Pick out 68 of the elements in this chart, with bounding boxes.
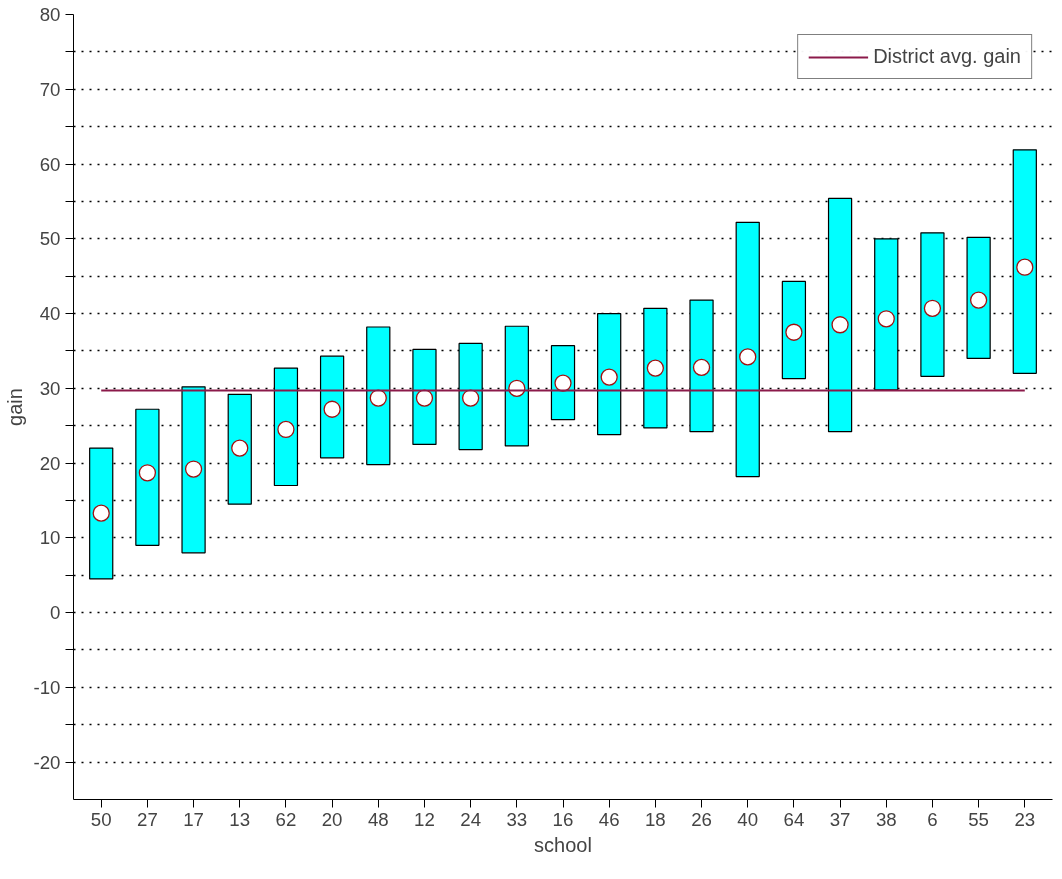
- x-tick-label: 40: [737, 808, 759, 830]
- y-tick-label: 20: [39, 452, 61, 474]
- x-tick-label: 17: [183, 808, 204, 830]
- point: [323, 400, 341, 418]
- legend-label: District avg. gain: [873, 45, 1021, 68]
- point: [600, 368, 618, 386]
- x-tick-label: 64: [783, 808, 805, 830]
- y-tick-label: 40: [39, 303, 61, 325]
- x-tick-label: 27: [137, 808, 158, 830]
- x-tick-label: 37: [829, 808, 851, 830]
- x-tick-label: 24: [460, 808, 482, 830]
- point: [739, 348, 757, 366]
- point: [646, 359, 665, 377]
- y-tick-label: 0: [50, 602, 61, 624]
- y-tick-label: 70: [39, 78, 61, 100]
- x-tick-label: 33: [506, 808, 528, 830]
- point: [877, 310, 895, 328]
- point: [184, 460, 203, 478]
- bar: [135, 408, 160, 546]
- x-tick-label: 26: [691, 808, 712, 830]
- bar: [366, 326, 391, 466]
- x-tick-label: 13: [229, 808, 251, 830]
- x-tick-label: 48: [367, 808, 389, 830]
- x-tick-label: 23: [1014, 808, 1036, 830]
- bar: [920, 232, 945, 377]
- bar: [89, 447, 114, 580]
- y-tick-label: 50: [39, 228, 61, 250]
- x-tick-label: 50: [90, 808, 112, 830]
- x-tick-label: 38: [875, 808, 897, 830]
- point: [1016, 258, 1034, 276]
- point: [92, 504, 110, 522]
- point: [277, 420, 295, 439]
- y-tick-label: -20: [33, 751, 61, 773]
- x-tick-label: 62: [275, 808, 297, 830]
- y-tick-label: 10: [39, 527, 61, 549]
- x-tick-label: 6: [927, 808, 938, 830]
- point: [138, 464, 157, 482]
- x-tick-label: 12: [414, 808, 435, 830]
- bar: [227, 393, 252, 505]
- point: [923, 299, 942, 317]
- x-tick-label: 46: [598, 808, 620, 830]
- bar: [827, 197, 853, 433]
- x-tick-label: 18: [644, 808, 666, 830]
- point: [415, 389, 434, 407]
- point: [785, 323, 803, 341]
- y-tick-label: 30: [39, 377, 61, 399]
- bar: [1012, 149, 1037, 374]
- y-axis-title: gain: [3, 388, 26, 426]
- x-tick-label: 55: [968, 808, 989, 830]
- point: [231, 439, 249, 457]
- bar: [504, 325, 529, 447]
- y-tick-label: -10: [33, 676, 61, 698]
- bar: [735, 221, 760, 478]
- x-axis-title: school: [534, 833, 592, 856]
- bar: [181, 386, 206, 554]
- bar: [966, 236, 991, 359]
- point: [692, 358, 711, 377]
- y-tick-label: 80: [39, 4, 61, 25]
- point: [831, 316, 849, 334]
- x-tick-label: 16: [552, 808, 574, 830]
- point: [554, 374, 572, 392]
- x-tick-label: 20: [321, 808, 343, 830]
- point: [969, 291, 988, 309]
- bar: [781, 280, 807, 380]
- bar: [874, 238, 899, 391]
- bar: [458, 342, 483, 451]
- y-tick-label: 60: [39, 153, 61, 175]
- point: [461, 389, 480, 407]
